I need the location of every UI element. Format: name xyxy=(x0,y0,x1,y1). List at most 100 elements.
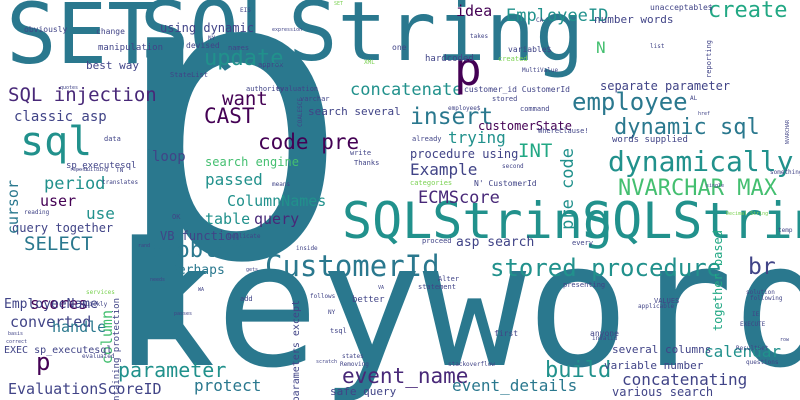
word-add: add xyxy=(240,295,253,303)
word-anyone: anyone xyxy=(590,329,619,338)
word-employees: employee$ xyxy=(448,105,481,112)
word-cursor: cursor xyxy=(4,180,22,235)
word-maintaining-protection: maintaining protection xyxy=(112,298,122,400)
word-translates: translates xyxy=(102,179,139,186)
word-means: means xyxy=(272,181,291,188)
word-removing: Removing xyxy=(340,361,369,368)
word-eis: EIS xyxy=(240,7,251,14)
word-tsql: tsql xyxy=(330,327,347,335)
word-query: query xyxy=(254,210,300,228)
word-variable-s: variable$ xyxy=(508,45,552,54)
word-scratch: scratch xyxy=(316,359,338,365)
word-resultset: ResultSet xyxy=(736,345,769,352)
word-vb-function: VB function xyxy=(160,229,240,243)
word-customerstate: customerState xyxy=(478,119,572,133)
word-trying: trying xyxy=(448,128,506,147)
word-already: already xyxy=(412,135,442,143)
word-execute: EXECUTE xyxy=(740,321,766,328)
word-statement: statement xyxy=(418,283,456,291)
word-parameters-except: parameters except xyxy=(291,300,302,400)
word-update: update xyxy=(204,46,284,71)
word-stackoverflow: stackoverflow xyxy=(448,361,495,368)
word-search-engine: search engine xyxy=(205,155,299,169)
word-customerid: CustomerId xyxy=(265,249,440,283)
word-sp-executesql: sp_executesql xyxy=(66,161,137,171)
word-passes: passes xyxy=(174,311,193,317)
word-procedure-using: procedure using xyxy=(410,147,519,161)
word-pre-code: pre code xyxy=(558,148,578,230)
word-br: br xyxy=(748,254,776,280)
word-ny2: NY xyxy=(328,309,336,316)
word-better: better xyxy=(352,295,385,305)
word-together-based: together based xyxy=(711,230,725,332)
word-command: command xyxy=(520,105,550,113)
word-takes: takes xyxy=(470,33,489,40)
word-passed: passed xyxy=(205,170,263,189)
word-manipulation: manipulation xyxy=(98,43,164,53)
word-list: list xyxy=(650,43,665,50)
word-evaluated: evaluated xyxy=(82,353,115,360)
word-customer-id: customer_id CustomerId xyxy=(464,85,570,94)
word-ca: CA xyxy=(536,17,544,24)
word-best-way: best way xyxy=(86,59,139,72)
word-second: second xyxy=(502,163,524,170)
word-words-supplied: words supplied xyxy=(612,135,688,145)
word-va: VA xyxy=(378,285,385,291)
word-create: create xyxy=(708,0,788,23)
word-code-pre: code pre xyxy=(258,130,360,154)
word-reading: reading xyxy=(24,209,50,216)
word-concatenating: concatenating xyxy=(622,370,748,389)
word-period: period xyxy=(44,174,106,194)
word-applicable: applicable xyxy=(638,303,675,310)
word-sqlstring-right: SQLString xyxy=(582,192,800,250)
word-separate-parameter: separate parameter xyxy=(600,79,731,93)
word-dynamically: dynamically xyxy=(608,145,794,178)
word-authority: authority xyxy=(246,85,284,93)
word-categories: categories xyxy=(410,179,453,187)
word-handle: handle xyxy=(52,318,107,336)
word-presenting: presenting xyxy=(563,281,606,289)
word-select: SELECT xyxy=(24,233,93,255)
word-reporting: reporting xyxy=(705,40,713,78)
word-ecmscore: ECMScore xyxy=(418,188,500,208)
word-ny: NY xyxy=(208,35,216,42)
word-variable-number: variable number xyxy=(604,359,704,372)
word-protect: protect xyxy=(194,376,262,395)
word-invalid: invalid xyxy=(592,335,618,342)
word-quickly: quickly xyxy=(82,301,108,308)
word-stored-procedure: stored procedure xyxy=(490,254,722,282)
word-p-small: p xyxy=(36,348,51,376)
word-alter: Alter xyxy=(438,275,460,283)
word-columnnames: ColumnNames xyxy=(227,192,327,210)
word-want: want xyxy=(222,88,268,110)
word-obviously: obviously xyxy=(24,25,68,34)
word-idea: idea xyxy=(456,2,493,20)
word-needs: needs xyxy=(150,277,166,283)
word-number-words: number words xyxy=(594,13,674,26)
word-n-customerid: N' CustomerId xyxy=(474,179,537,188)
word-tn: TN xyxy=(116,167,124,174)
word-first: first xyxy=(494,329,519,338)
word-n: N xyxy=(596,38,606,57)
word-change: change xyxy=(96,27,125,36)
word-loop: loop xyxy=(152,149,186,165)
word-following: following xyxy=(750,295,783,302)
word-employeeid: EmployeeID xyxy=(506,6,609,26)
word-ie: IE xyxy=(752,311,760,318)
word-one: one xyxy=(392,43,407,52)
word-solution: solution xyxy=(746,289,775,296)
word-various-search: various search xyxy=(612,385,714,399)
word-insert: insert xyxy=(410,104,494,130)
word-approx: approx xyxy=(258,61,284,69)
word-data: data xyxy=(104,135,121,143)
word-building: building xyxy=(84,167,109,173)
word-basis: basis xyxy=(8,331,24,337)
word-inside: inside xyxy=(296,245,318,252)
word-hardcoded: hardcoded xyxy=(425,54,474,64)
word-keyword: keyword xyxy=(112,205,800,400)
word-parameter: parameter xyxy=(118,358,227,382)
word-int: INT xyxy=(518,140,553,162)
word-safe-query: safe query xyxy=(330,385,397,398)
word-example: Example xyxy=(410,160,478,179)
